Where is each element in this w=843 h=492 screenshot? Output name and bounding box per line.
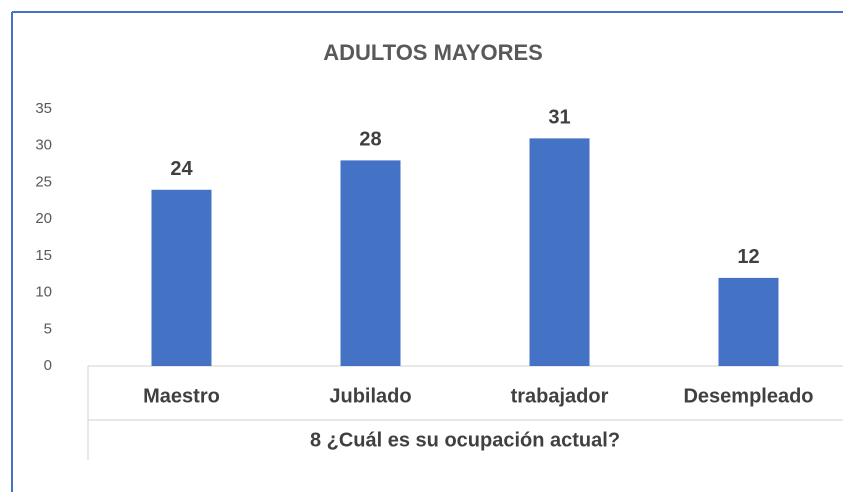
data-label: 24: [170, 158, 193, 180]
y-tick-label: 0: [44, 357, 52, 374]
data-label: 12: [737, 246, 759, 268]
x-axis-title: 8 ¿Cuál es su ocupación actual?: [310, 429, 620, 451]
data-label: 28: [359, 129, 381, 151]
bar: [340, 160, 401, 366]
y-tick-label: 5: [44, 320, 52, 337]
chart-title: ADULTOS MAYORES: [323, 40, 543, 65]
data-label: 31: [548, 107, 570, 129]
y-tick-label: 30: [35, 137, 52, 154]
y-tick-label: 10: [35, 284, 52, 301]
y-tick-label: 25: [35, 173, 52, 190]
x-tick-label: Jubilado: [329, 385, 411, 407]
y-tick-label: 20: [35, 210, 52, 227]
bar: [529, 138, 590, 366]
x-tick-label: Maestro: [143, 385, 220, 407]
y-tick-label: 35: [35, 100, 52, 117]
y-tick-label: 15: [35, 247, 52, 264]
bar: [151, 189, 212, 366]
bar: [718, 277, 779, 366]
x-tick-label: Desempleado: [683, 385, 813, 407]
x-tick-label: trabajador: [511, 385, 609, 407]
